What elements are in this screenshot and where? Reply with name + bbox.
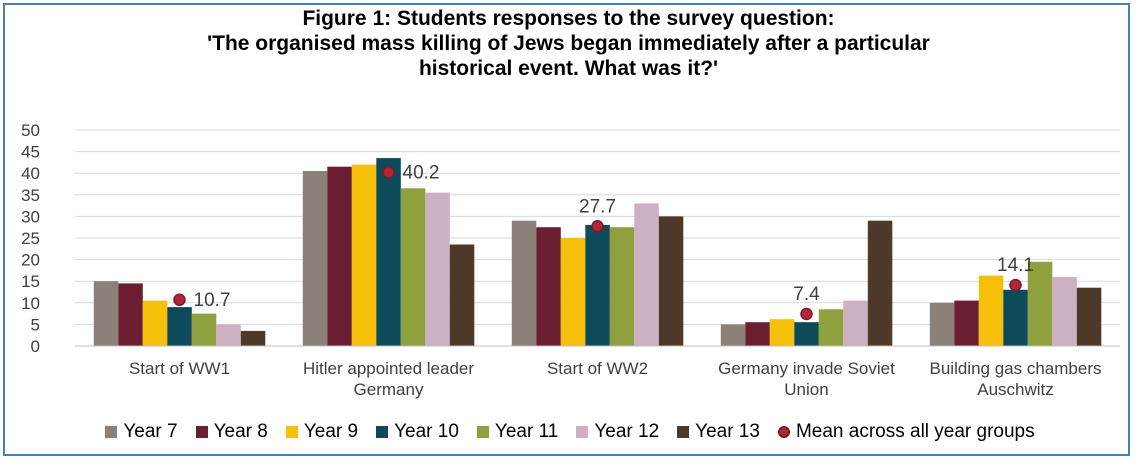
bar — [449, 244, 475, 346]
legend-label: Year 10 — [394, 421, 459, 442]
bar — [1052, 276, 1077, 346]
bar — [167, 307, 192, 346]
y-tick-label: 15 — [21, 272, 40, 291]
bar — [634, 203, 659, 346]
x-category-label: Start of WW2 — [547, 359, 648, 378]
bar — [1027, 261, 1053, 346]
bar — [843, 300, 868, 346]
legend-label: Year 11 — [494, 421, 559, 442]
bar — [376, 158, 401, 346]
x-category-label: Union — [784, 380, 828, 399]
chart-title-line-3: historical event. What was it?' — [418, 57, 719, 80]
legend-item-mean: Mean across all year groups — [777, 421, 1035, 443]
legend-item: Year 11 — [476, 421, 559, 443]
y-tick-label: 50 — [21, 121, 40, 140]
legend-label: Year 9 — [303, 421, 359, 442]
bar — [536, 227, 561, 346]
y-tick-label: 40 — [21, 164, 40, 183]
legend-item: Year 8 — [195, 421, 268, 443]
legend-swatch — [376, 426, 389, 438]
mean-data-label: 10.7 — [194, 290, 231, 311]
y-tick-label: 45 — [21, 143, 40, 162]
bar — [794, 322, 819, 346]
x-category-label: Building gas chambers — [930, 359, 1102, 378]
legend-label: Year 7 — [123, 421, 178, 442]
mean-marker — [173, 293, 186, 307]
mean-data-label: 40.2 — [403, 162, 440, 183]
y-tick-label: 5 — [31, 315, 40, 334]
bar — [142, 300, 168, 346]
bar — [978, 275, 1004, 346]
bar — [1003, 289, 1028, 346]
bar — [425, 192, 450, 346]
mean-data-label: 7.4 — [793, 284, 820, 305]
bar — [118, 283, 143, 346]
mean-marker — [382, 166, 395, 179]
bar — [867, 220, 893, 346]
legend-item: Year 10 — [376, 421, 459, 443]
bar — [351, 164, 377, 346]
mean-marker — [1009, 278, 1022, 292]
bar — [327, 166, 352, 346]
mean-marker — [800, 307, 813, 321]
legend-swatch — [105, 426, 118, 438]
bar — [560, 238, 586, 346]
legend-label: Mean across all year groups — [795, 421, 1035, 442]
legend-swatch — [476, 426, 489, 438]
y-tick-label: 10 — [21, 294, 40, 313]
bar — [720, 324, 746, 346]
bar — [191, 313, 217, 346]
x-category-label: Germany invade Soviet — [718, 359, 895, 378]
legend-item: Year 9 — [285, 421, 359, 443]
legend-item: Year 13 — [677, 421, 760, 443]
bar — [769, 319, 795, 346]
legend-swatch — [285, 426, 298, 438]
chart-legend: Year 7 Year 8 Year 9 Year 10 Year 11 Year 12 Y… — [60, 421, 1080, 443]
legend-swatch — [576, 426, 589, 438]
legend-item: Year 12 — [576, 421, 659, 443]
y-tick-label: 35 — [21, 186, 40, 205]
legend-swatch — [677, 426, 690, 438]
bar — [818, 309, 844, 346]
mean-data-label: 27.7 — [579, 196, 616, 217]
bar — [216, 324, 241, 346]
bar — [585, 225, 610, 346]
bar — [609, 227, 635, 346]
bar — [1076, 287, 1102, 346]
x-category-label: Auschwitz — [977, 380, 1054, 399]
bar — [93, 281, 119, 346]
bar — [511, 220, 537, 346]
legend-item: Year 7 — [105, 421, 178, 443]
y-tick-label: 25 — [21, 229, 40, 248]
bar — [658, 216, 684, 346]
legend-mean-marker — [777, 426, 790, 438]
legend-label: Year 8 — [213, 421, 268, 442]
x-category-label: Germany — [354, 380, 424, 399]
y-tick-label: 0 — [31, 337, 40, 356]
mean-data-label: 14.1 — [997, 255, 1034, 276]
chart-title: Figure 1: Students responses to the surv… — [0, 6, 1137, 81]
chart-title-line-2: 'The organised mass killing of Jews bega… — [207, 32, 930, 55]
y-tick-label: 30 — [21, 207, 40, 226]
bar — [302, 171, 328, 346]
x-category-label: Hitler appointed leader — [303, 359, 474, 378]
bar — [400, 188, 426, 346]
mean-marker — [591, 220, 604, 233]
chart-frame — [3, 3, 1130, 456]
legend-label: Year 13 — [695, 421, 760, 442]
chart-title-line-1: Figure 1: Students responses to the surv… — [302, 7, 835, 30]
bar — [954, 300, 979, 346]
legend-label: Year 12 — [594, 421, 660, 442]
x-category-label: Start of WW1 — [129, 359, 230, 378]
bar — [929, 302, 955, 346]
bar — [240, 330, 266, 346]
y-tick-label: 20 — [21, 251, 40, 270]
bar — [745, 322, 770, 346]
legend-swatch — [195, 426, 208, 438]
